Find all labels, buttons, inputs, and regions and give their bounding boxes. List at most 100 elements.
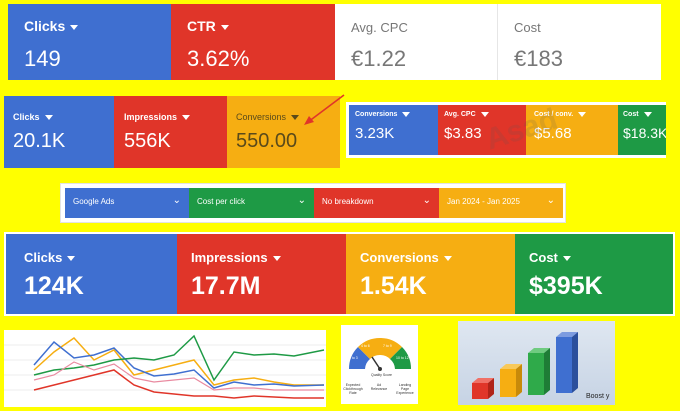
boost-caption: Boost y — [586, 393, 610, 400]
conversions-label: Conversions — [236, 112, 300, 122]
gauge-segment-label: 7 to 9 — [383, 344, 392, 348]
dropdown-caret-icon — [402, 111, 411, 117]
avg-cpc-label: Avg. CPC — [351, 20, 408, 35]
clicks-value: 20.1K — [13, 130, 66, 152]
dropdown-caret-icon — [480, 111, 489, 117]
impressions-value: 556K — [124, 130, 171, 152]
conversions-value: 1.54K — [360, 272, 427, 300]
dropdown-caret-icon — [578, 111, 587, 117]
avg-cpc-card[interactable]: Avg. CPC €1.22 — [335, 4, 498, 80]
avg-cpc-label: Avg. CPC — [444, 111, 489, 118]
red-arrow-annotation — [304, 94, 345, 125]
dropdown-caret-icon — [44, 115, 53, 121]
clicks-label: Clicks — [24, 18, 79, 34]
chevron-down-icon: ⌄ — [422, 195, 431, 206]
cost-value: $18.3K — [623, 125, 666, 141]
metric-filter-label: Cost per click — [197, 197, 246, 206]
gauge-segment-label: 4 to 6 — [361, 344, 370, 348]
conversions-card-3[interactable]: Conversions 3.23K — [349, 105, 438, 155]
dropdown-caret-icon — [182, 115, 191, 121]
gauge-segment-label: 10 to 12 — [396, 356, 409, 360]
dropdown-caret-icon — [562, 256, 571, 262]
gauge-legend-item: Landing Page Experience — [396, 383, 414, 395]
chevron-down-icon: ⌄ — [297, 195, 306, 206]
quality-score-gauge: 1 to 3 4 to 6 7 to 9 10 to 12 Quality Sc… — [341, 325, 418, 404]
clicks-card-4[interactable]: Clicks 124K — [6, 234, 177, 314]
blue-block — [556, 332, 578, 393]
cost-card-4[interactable]: Cost $395K — [515, 234, 673, 314]
clicks-card-1[interactable]: Clicks 149 — [8, 4, 171, 80]
conversions-label: Conversions — [360, 250, 452, 265]
clicks-label: Clicks — [13, 112, 53, 122]
breakdown-filter-label: No breakdown — [322, 197, 374, 206]
metric-filter-dropdown[interactable]: Cost per click ⌄ — [189, 188, 314, 218]
scorecard-row-1: Clicks 149 CTR 3.62% Avg. CPC €1.22 Cost… — [8, 4, 661, 80]
ctr-label: CTR — [187, 18, 229, 34]
clicks-value: 149 — [24, 46, 61, 71]
conversions-label: Conversions — [355, 111, 411, 118]
breakdown-filter-dropdown[interactable]: No breakdown ⌄ — [314, 188, 439, 218]
dropdown-caret-icon — [220, 24, 229, 30]
red-block — [472, 378, 494, 399]
conversions-card-2[interactable]: Conversions 550.00 — [227, 96, 340, 168]
impressions-card-4[interactable]: Impressions 17.7M — [177, 234, 346, 314]
ctr-value: 3.62% — [187, 46, 250, 71]
dropdown-caret-icon — [443, 256, 452, 262]
clicks-card-2[interactable]: Clicks 20.1K — [4, 96, 114, 168]
series-line-red — [33, 369, 324, 399]
scorecard-row-2a: Clicks 20.1K Impressions 556K Conversion… — [4, 96, 340, 168]
cost-value: $395K — [529, 272, 603, 300]
dropdown-caret-icon — [643, 111, 652, 117]
dropdown-caret-icon — [291, 115, 300, 121]
series-line-green — [33, 334, 325, 382]
gauge-legend-item: Ad Relevance — [370, 383, 388, 391]
filter-bar: Google Ads ⌄ Cost per click ⌄ No breakdo… — [60, 183, 566, 223]
avg-cpc-value: €1.22 — [351, 46, 407, 71]
dropdown-caret-icon — [272, 256, 281, 262]
impressions-label: Impressions — [191, 250, 281, 265]
growth-bars-image: Boost y — [458, 321, 615, 405]
cost-per-conv-card[interactable]: Cost / conv. $5.68 — [526, 105, 618, 155]
date-range-label: Jan 2024 - Jan 2025 — [447, 197, 520, 206]
cost-label: Cost — [529, 250, 571, 265]
clicks-label: Clicks — [24, 250, 76, 265]
impressions-label: Impressions — [124, 112, 191, 122]
conversions-card-4[interactable]: Conversions 1.54K — [346, 234, 515, 314]
impressions-card-2[interactable]: Impressions 556K — [114, 96, 227, 168]
avg-cpc-card-3[interactable]: Avg. CPC $3.83 — [438, 105, 526, 155]
scorecard-row-2b: Conversions 3.23K Avg. CPC $3.83 Cost / … — [346, 102, 666, 158]
impressions-value: 17.7M — [191, 272, 261, 300]
bar-blocks-graphic — [472, 332, 578, 399]
scorecard-row-4: Clicks 124K Impressions 17.7M Conversion… — [4, 232, 675, 316]
ctr-card[interactable]: CTR 3.62% — [171, 4, 335, 80]
cost-per-conv-label: Cost / conv. — [534, 111, 587, 118]
avg-cpc-value: $3.83 — [444, 125, 482, 142]
gauge-legend-item: Expected Clickthrough Rate — [343, 383, 363, 395]
chevron-down-icon: ⌄ — [172, 195, 181, 206]
dropdown-caret-icon — [70, 24, 79, 30]
line-chart — [4, 334, 326, 399]
series-line-orange — [33, 337, 324, 386]
clicks-value: 124K — [24, 272, 84, 300]
dropdown-caret-icon — [67, 256, 76, 262]
gauge-caption: Quality Score — [371, 373, 393, 377]
conversions-value: 550.00 — [236, 130, 298, 152]
cost-label: Cost — [514, 20, 541, 35]
cost-label: Cost — [623, 111, 652, 118]
orange-block — [500, 364, 522, 397]
series-line-pink — [33, 361, 324, 391]
line-chart-thumbnail — [4, 330, 326, 407]
cost-value: €183 — [514, 46, 563, 71]
date-range-dropdown[interactable]: Jan 2024 - Jan 2025 ⌄ — [439, 188, 563, 218]
series-line-blue — [33, 340, 325, 389]
conversions-value: 3.23K — [355, 125, 395, 142]
account-filter-dropdown[interactable]: Google Ads ⌄ — [65, 188, 189, 218]
gauge-graphic — [348, 337, 412, 371]
green-block — [528, 348, 550, 395]
cost-card-3[interactable]: Cost $18.3K — [618, 105, 666, 155]
gauge-segment-label: 1 to 3 — [349, 356, 358, 360]
cost-per-conv-value: $5.68 — [534, 125, 572, 142]
chevron-down-icon: ⌄ — [546, 195, 555, 206]
account-filter-label: Google Ads — [73, 197, 115, 206]
cost-card-1[interactable]: Cost €183 — [498, 4, 661, 80]
